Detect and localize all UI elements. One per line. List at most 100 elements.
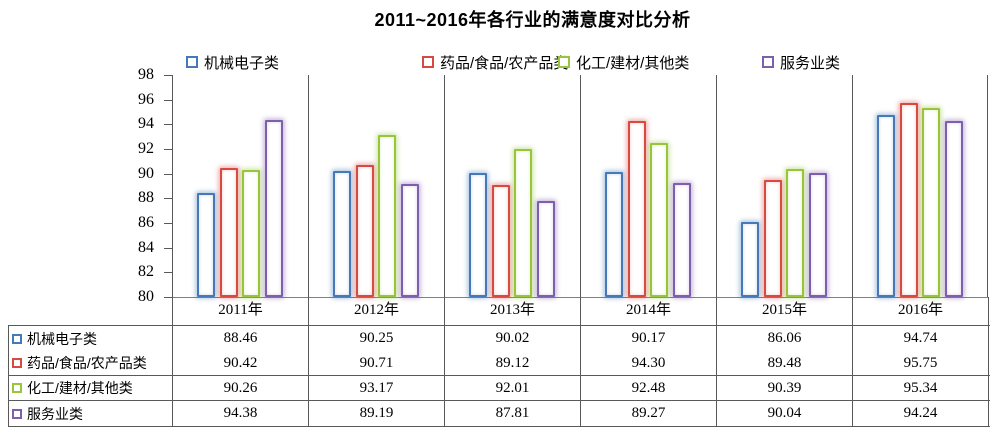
row-label-cell: 机械电子类 <box>9 326 173 351</box>
y-axis-tick <box>164 272 172 273</box>
bar <box>378 134 396 297</box>
category-separator-gridline <box>852 75 853 297</box>
bar <box>400 183 419 297</box>
series-swatch-icon <box>12 408 22 419</box>
y-axis-label: 92 <box>138 140 154 157</box>
bar <box>514 148 532 297</box>
table-value-cell: 90.04 <box>717 401 853 426</box>
table-row: 药品/食品/农产品类 90.42 90.71 89.12 94.30 89.48 95.75 <box>9 351 990 376</box>
table-value-cell: 86.06 <box>717 326 853 351</box>
legend-swatch-icon <box>762 56 774 68</box>
row-label: 化工/建材/其他类 <box>27 380 133 396</box>
table-value-cell: 87.81 <box>445 401 581 426</box>
row-label-cell: 药品/食品/农产品类 <box>9 351 173 375</box>
bar <box>197 192 215 297</box>
bar <box>741 222 759 297</box>
legend-item: 化工/建材/其他类 <box>558 53 690 72</box>
table-row: 机械电子类 88.46 90.25 90.02 90.17 86.06 94.74 <box>9 326 990 351</box>
legend-label: 机械电子类 <box>204 54 280 72</box>
x-axis-label: 2015年 <box>717 297 853 325</box>
plot-area <box>172 75 988 298</box>
y-axis-label: 82 <box>138 263 154 281</box>
bar <box>763 180 782 297</box>
bar <box>672 182 691 297</box>
y-axis-label: 96 <box>138 90 154 108</box>
legend-item: 药品/食品/农产品类 <box>422 53 569 72</box>
bar <box>264 119 283 297</box>
legend-item: 机械电子类 <box>186 53 280 72</box>
legend-swatch-icon <box>186 56 198 68</box>
bar <box>605 171 623 297</box>
bar <box>627 120 646 297</box>
table-row: 化工/建材/其他类 90.26 93.17 92.01 92.48 90.39 95.34 <box>9 376 990 401</box>
x-axis-label: 2013年 <box>445 297 581 325</box>
legend-label: 化工/建材/其他类 <box>576 54 690 72</box>
bar <box>536 200 555 297</box>
bar <box>333 170 351 297</box>
series-swatch-icon <box>12 383 22 393</box>
category-separator-gridline <box>716 75 717 297</box>
table-value-cell: 95.75 <box>853 351 989 375</box>
category-separator-gridline <box>444 75 445 297</box>
y-axis-label: 86 <box>138 214 154 231</box>
series-swatch-icon <box>12 333 22 344</box>
table-value-cell: 95.34 <box>853 376 989 400</box>
table-value-cell: 94.30 <box>581 351 717 375</box>
table-value-cell: 90.42 <box>173 351 309 375</box>
y-axis-label: 98 <box>138 66 154 83</box>
table-value-cell: 92.48 <box>581 376 717 400</box>
bar <box>899 102 918 297</box>
series-swatch-icon <box>12 358 22 368</box>
bar <box>944 121 963 297</box>
bar <box>355 164 374 297</box>
table-value-cell: 90.17 <box>581 326 717 351</box>
legend-label: 药品/食品/农产品类 <box>440 54 569 72</box>
legend-swatch-icon <box>422 56 434 68</box>
table-value-cell: 89.48 <box>717 351 853 375</box>
bar <box>219 168 238 297</box>
x-axis-label: 2014年 <box>581 297 717 325</box>
y-axis-tick <box>164 223 172 224</box>
y-axis-label: 84 <box>138 238 154 256</box>
table-value-cell: 90.26 <box>173 376 309 400</box>
table-value-cell: 92.01 <box>445 376 581 400</box>
y-axis-tick <box>164 75 172 76</box>
y-axis-label: 88 <box>138 189 154 207</box>
x-axis-label: 2016年 <box>853 297 989 325</box>
category-separator-gridline <box>172 75 173 297</box>
table-row: 服务业类 94.38 89.19 87.81 89.27 90.04 94.24 <box>9 401 990 426</box>
bar <box>786 168 804 297</box>
table-value-cell: 89.19 <box>309 401 445 426</box>
x-axis-category-row: 2011年 2012年 2013年 2014年 2015年 2016年 <box>172 297 990 325</box>
y-axis-label: 90 <box>138 164 154 182</box>
table-value-cell: 93.17 <box>309 376 445 400</box>
table-value-cell: 88.46 <box>173 326 309 351</box>
y-axis-tick <box>164 198 172 199</box>
bar <box>469 173 487 297</box>
bar <box>877 115 895 297</box>
table-value-cell: 90.02 <box>445 326 581 351</box>
row-label: 药品/食品/农产品类 <box>27 355 147 371</box>
y-axis-tick <box>164 100 172 101</box>
bar <box>491 184 510 297</box>
y-axis-tick <box>164 124 172 125</box>
row-label: 服务业类 <box>27 405 83 422</box>
bar <box>808 173 827 297</box>
table-value-cell: 94.74 <box>853 326 989 351</box>
y-axis-label: 94 <box>138 115 154 133</box>
legend-label: 服务业类 <box>780 54 841 72</box>
legend-item: 服务业类 <box>762 53 841 72</box>
table-value-cell: 90.39 <box>717 376 853 400</box>
category-separator-gridline <box>580 75 581 297</box>
bar <box>242 170 260 297</box>
row-label-cell: 化工/建材/其他类 <box>9 376 173 400</box>
category-separator-gridline <box>308 75 309 297</box>
legend-swatch-icon <box>558 56 570 68</box>
y-axis-tick <box>164 248 172 249</box>
table-value-cell: 90.71 <box>309 351 445 375</box>
category-separator-gridline <box>987 75 988 297</box>
table-value-cell: 89.12 <box>445 351 581 375</box>
y-axis-tick <box>164 174 172 175</box>
bar <box>922 107 940 297</box>
